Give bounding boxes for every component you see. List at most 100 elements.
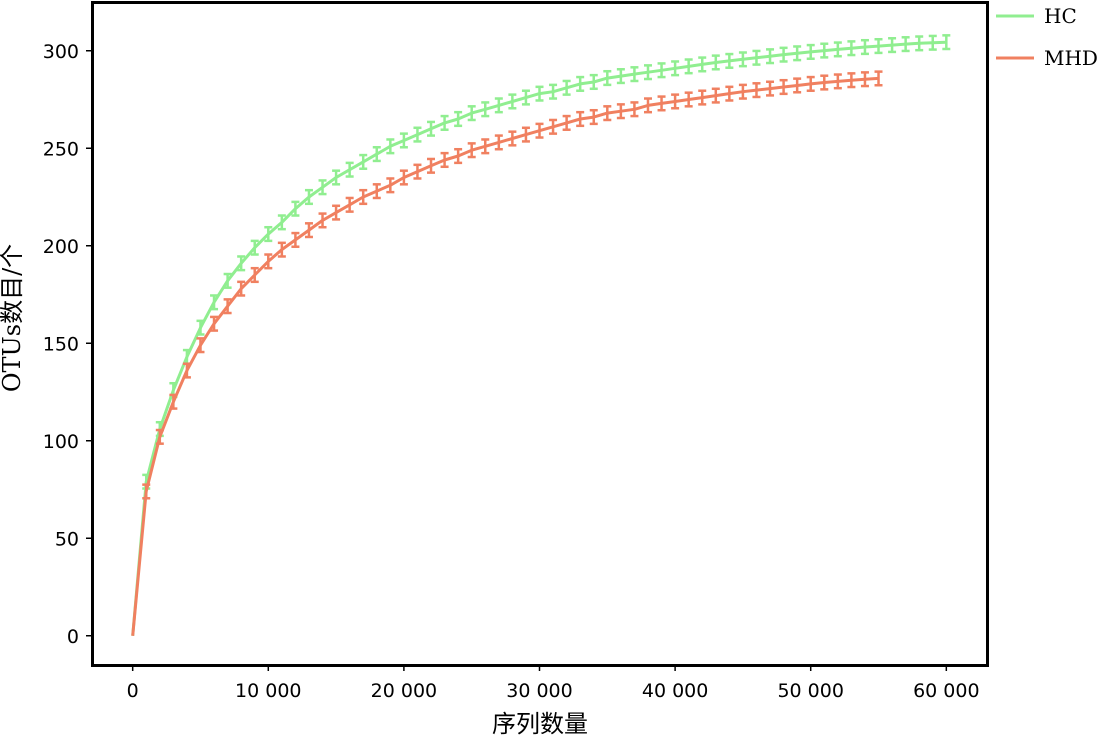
error-bar [603, 69, 612, 87]
error-bar [589, 108, 598, 126]
error-bar [386, 138, 395, 155]
error-bar [806, 43, 815, 60]
y-axis: 0 50 100 150 200 250 300 [43, 41, 92, 648]
error-bar [359, 188, 368, 206]
error-bar [332, 169, 341, 186]
error-bar [576, 110, 585, 128]
error-bar [345, 196, 354, 213]
error-bar [738, 51, 747, 68]
error-bar [508, 130, 517, 147]
y-tick-label: 100 [43, 431, 79, 453]
error-bar [454, 147, 463, 165]
error-bar [332, 204, 341, 221]
legend-label: HC [1044, 4, 1077, 28]
error-bar [264, 253, 273, 270]
error-bar [250, 239, 259, 256]
y-tick-label: 50 [55, 528, 79, 550]
error-bar [874, 70, 883, 87]
error-bar [820, 74, 829, 91]
error-bar [671, 60, 680, 77]
error-bar [549, 118, 558, 135]
error-bar [603, 105, 612, 122]
x-tick-label: 10 000 [235, 680, 301, 702]
x-tick-label: 50 000 [777, 680, 843, 702]
error-bar [372, 146, 381, 163]
error-bar [223, 272, 232, 289]
error-bar [684, 91, 693, 108]
error-bar [562, 114, 571, 131]
error-bar [304, 222, 313, 239]
error-bar [833, 41, 842, 58]
error-bar [427, 120, 436, 137]
y-tick-label: 250 [43, 138, 79, 160]
error-bar [494, 134, 503, 151]
legend-item-hc: HC [996, 4, 1077, 28]
error-bar [657, 62, 666, 79]
error-bar [237, 280, 246, 297]
error-bar [793, 45, 802, 62]
error-bar [142, 483, 151, 500]
x-tick-label: 20 000 [371, 680, 437, 702]
error-bar [901, 36, 910, 53]
error-bar [155, 428, 164, 445]
error-bar [576, 75, 585, 92]
x-tick-label: 60 000 [913, 680, 979, 702]
error-bar [291, 200, 300, 217]
plot-frame [91, 1, 989, 667]
error-bar [752, 49, 761, 66]
error-bar [738, 83, 747, 100]
error-bar [196, 337, 205, 354]
error-bar [698, 56, 707, 73]
error-bar [169, 393, 178, 410]
error-bar [277, 241, 286, 258]
error-bar [535, 122, 544, 139]
series-line-mhd [131, 76, 879, 636]
error-bar [589, 73, 598, 91]
y-tick-label: 200 [43, 236, 79, 258]
error-bar [793, 77, 802, 94]
error-bar [671, 93, 680, 110]
error-bar [725, 52, 734, 69]
error-bar [250, 266, 259, 284]
error-bar [440, 114, 449, 131]
error-bar [779, 46, 788, 63]
legend: HC MHD [996, 4, 1098, 70]
error-bar [399, 132, 408, 149]
error-bar [888, 37, 897, 54]
x-tick-label: 30 000 [506, 680, 572, 702]
error-bar [494, 97, 503, 114]
error-bar [630, 101, 639, 118]
y-tick-label: 150 [43, 333, 79, 355]
error-bar [399, 169, 408, 186]
x-tick-label: 0 [127, 680, 139, 702]
error-bar [928, 34, 937, 51]
error-bar [508, 93, 517, 110]
series-mhd [131, 70, 883, 636]
series-hc [131, 34, 951, 636]
error-bar [413, 163, 422, 180]
error-bar [833, 73, 842, 90]
error-bar [643, 97, 652, 114]
series-layer [131, 34, 951, 636]
error-bar [847, 72, 856, 89]
error-bar [643, 64, 652, 81]
error-bar [454, 110, 463, 128]
error-bar [427, 157, 436, 174]
error-bar [725, 85, 734, 102]
error-bar [684, 58, 693, 75]
error-bar [915, 35, 924, 52]
error-bar [521, 126, 530, 143]
error-bar [210, 294, 219, 311]
error-bar [481, 101, 490, 118]
error-bar [196, 319, 205, 336]
error-bar [359, 153, 368, 170]
error-bar [372, 183, 381, 200]
error-bar [779, 78, 788, 96]
error-bar [481, 138, 490, 155]
legend-label: MHD [1044, 46, 1098, 70]
error-bar [820, 42, 829, 59]
error-bar [237, 255, 246, 272]
error-bar [535, 85, 544, 102]
error-bar [847, 40, 856, 57]
